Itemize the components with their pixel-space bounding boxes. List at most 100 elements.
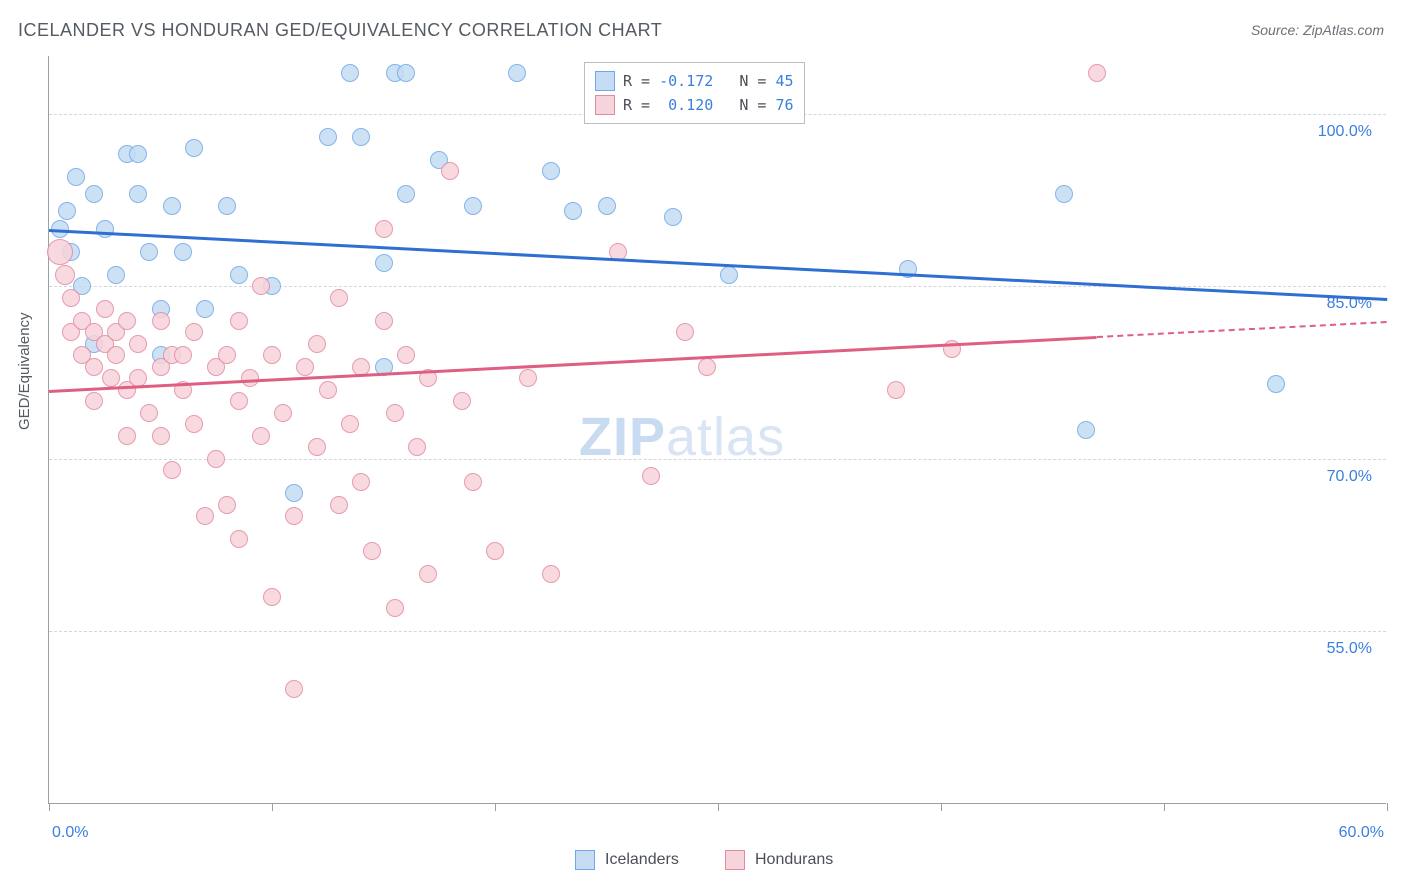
scatter-point: [352, 128, 370, 146]
scatter-point: [107, 266, 125, 284]
scatter-point: [207, 450, 225, 468]
legend-row: R = 0.120 N = 76: [595, 93, 794, 117]
scatter-point: [720, 266, 738, 284]
scatter-point: [129, 145, 147, 163]
legend-swatch: [595, 95, 615, 115]
x-tick: [1387, 803, 1388, 811]
trend-line: [49, 336, 1097, 393]
scatter-point: [642, 467, 660, 485]
scatter-point: [319, 381, 337, 399]
x-tick: [49, 803, 50, 811]
x-tick-label: 0.0%: [52, 824, 88, 842]
scatter-point: [664, 208, 682, 226]
scatter-point: [397, 64, 415, 82]
scatter-point: [341, 415, 359, 433]
scatter-point: [887, 381, 905, 399]
scatter-point: [319, 128, 337, 146]
scatter-point: [102, 369, 120, 387]
scatter-point: [564, 202, 582, 220]
scatter-point: [174, 346, 192, 364]
gridline: [49, 459, 1386, 460]
scatter-point: [285, 680, 303, 698]
legend-r: R = -0.172: [623, 69, 713, 93]
scatter-point: [174, 243, 192, 261]
scatter-point: [230, 530, 248, 548]
scatter-point: [107, 346, 125, 364]
scatter-point: [508, 64, 526, 82]
scatter-point: [230, 312, 248, 330]
scatter-point: [230, 266, 248, 284]
x-tick: [718, 803, 719, 811]
scatter-point: [140, 243, 158, 261]
scatter-point: [263, 588, 281, 606]
scatter-point: [218, 346, 236, 364]
scatter-point: [464, 197, 482, 215]
scatter-point: [185, 323, 203, 341]
trend-line: [1097, 321, 1387, 338]
scatter-point: [55, 265, 75, 285]
y-tick-label: 70.0%: [1327, 468, 1372, 486]
legend-label: Icelanders: [605, 851, 679, 869]
legend-label: Hondurans: [755, 851, 833, 869]
scatter-point: [441, 162, 459, 180]
scatter-point: [1088, 64, 1106, 82]
scatter-plot-area: ZIPatlas 55.0%70.0%85.0%100.0%: [48, 56, 1386, 804]
x-tick-label: 60.0%: [1339, 824, 1384, 842]
scatter-point: [676, 323, 694, 341]
x-tick: [941, 803, 942, 811]
scatter-point: [218, 496, 236, 514]
source-attribution: Source: ZipAtlas.com: [1251, 22, 1384, 38]
scatter-point: [152, 427, 170, 445]
scatter-point: [58, 202, 76, 220]
scatter-point: [62, 289, 80, 307]
scatter-point: [419, 565, 437, 583]
scatter-point: [1055, 185, 1073, 203]
scatter-point: [47, 239, 73, 265]
scatter-point: [453, 392, 471, 410]
scatter-point: [218, 197, 236, 215]
scatter-point: [252, 277, 270, 295]
scatter-point: [598, 197, 616, 215]
scatter-point: [486, 542, 504, 560]
scatter-point: [330, 289, 348, 307]
scatter-point: [85, 185, 103, 203]
legend-n: N = 76: [721, 93, 793, 117]
scatter-point: [308, 335, 326, 353]
scatter-point: [386, 599, 404, 617]
legend-row: R = -0.172 N = 45: [595, 69, 794, 93]
scatter-point: [252, 427, 270, 445]
scatter-point: [274, 404, 292, 422]
scatter-point: [118, 312, 136, 330]
scatter-point: [196, 507, 214, 525]
scatter-point: [263, 346, 281, 364]
scatter-point: [519, 369, 537, 387]
y-tick-label: 100.0%: [1318, 123, 1372, 141]
scatter-point: [464, 473, 482, 491]
x-tick: [272, 803, 273, 811]
scatter-point: [542, 162, 560, 180]
scatter-point: [163, 197, 181, 215]
scatter-point: [308, 438, 326, 456]
legend-r: R = 0.120: [623, 93, 713, 117]
scatter-point: [363, 542, 381, 560]
scatter-point: [96, 300, 114, 318]
scatter-point: [85, 392, 103, 410]
scatter-point: [375, 312, 393, 330]
scatter-point: [152, 312, 170, 330]
scatter-point: [408, 438, 426, 456]
legend-n: N = 45: [721, 69, 793, 93]
scatter-point: [129, 185, 147, 203]
scatter-point: [85, 358, 103, 376]
legend-bottom-hondurans: Hondurans: [725, 850, 833, 870]
scatter-point: [163, 461, 181, 479]
scatter-point: [185, 139, 203, 157]
scatter-point: [285, 484, 303, 502]
scatter-point: [397, 346, 415, 364]
legend-correlation-box: R = -0.172 N = 45R = 0.120 N = 76: [584, 62, 805, 124]
scatter-point: [140, 404, 158, 422]
y-axis-label: GED/Equivalency: [16, 312, 33, 430]
scatter-point: [230, 392, 248, 410]
scatter-point: [386, 404, 404, 422]
swatch-hondurans: [725, 850, 745, 870]
scatter-point: [375, 254, 393, 272]
